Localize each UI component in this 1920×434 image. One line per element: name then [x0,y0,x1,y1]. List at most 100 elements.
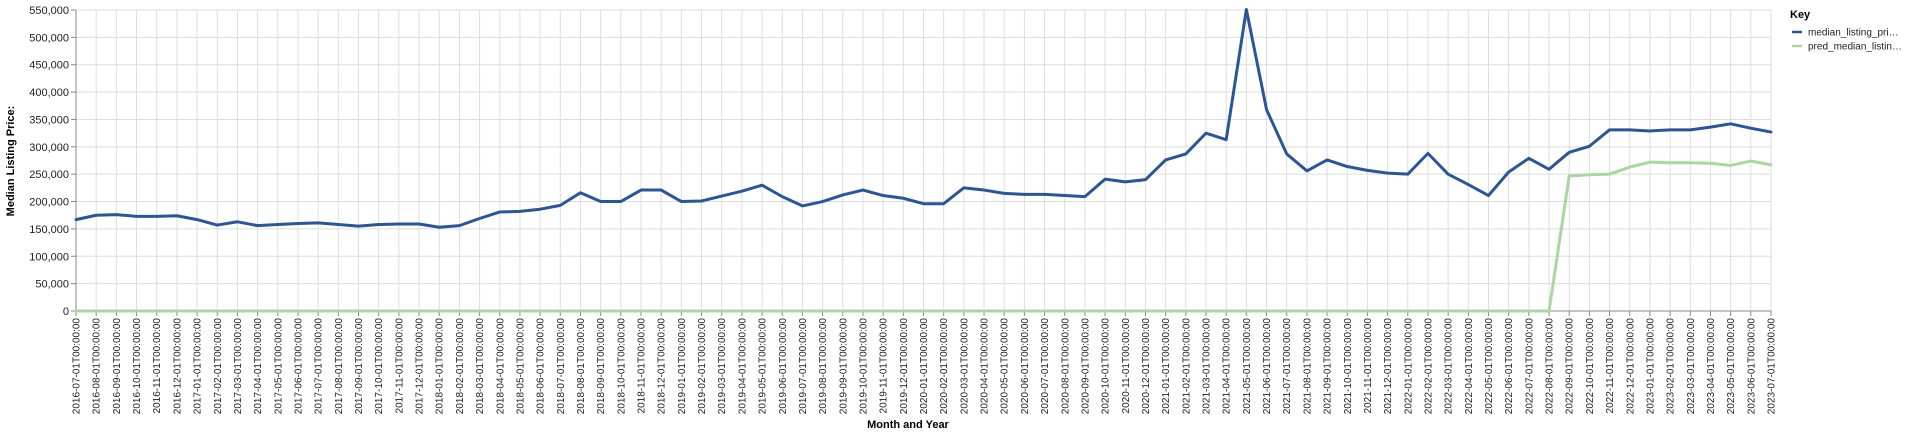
x-tick-label: 2018-06-01T00:00:00 [536,318,547,415]
y-tick-label: 250,000 [29,169,69,181]
x-tick-label: 2019-05-01T00:00:00 [758,318,769,415]
x-tick-label: 2022-10-01T00:00:00 [1585,318,1596,415]
x-tick-label: 2017-03-01T00:00:00 [233,318,244,415]
x-tick-label: 2023-06-01T00:00:00 [1746,318,1757,415]
x-axis-title: Month and Year [867,419,949,431]
x-tick-label: 2018-04-01T00:00:00 [495,318,506,415]
y-tick-label: 450,000 [29,60,69,72]
x-tick-label: 2020-09-01T00:00:00 [1080,318,1091,415]
legend-label: pred_median_listin… [1808,42,1902,53]
x-tick-label: 2019-08-01T00:00:00 [818,318,829,415]
x-tick-label: 2021-08-01T00:00:00 [1302,318,1313,415]
y-axis: 0 50,000 100,000 150,000 200,000 250,000 300,0… [29,5,77,318]
series-line [74,159,1773,313]
x-tick-label: 2017-05-01T00:00:00 [273,318,284,415]
x-tick-label: 2018-03-01T00:00:00 [475,318,486,415]
x-tick-label: 2018-09-01T00:00:00 [596,318,607,415]
y-tick-label: 200,000 [29,197,69,209]
y-tick-label: 400,000 [29,87,69,99]
x-tick-label: 2021-01-01T00:00:00 [1161,318,1172,415]
x-tick-label: 2018-10-01T00:00:00 [616,318,627,415]
y-tick-label: 300,000 [29,142,69,154]
x-tick-label: 2022-06-01T00:00:00 [1504,318,1515,415]
x-tick-label: 2016-11-01T00:00:00 [152,318,163,414]
x-tick-label: 2022-01-01T00:00:00 [1403,318,1414,415]
x-tick-label: 2022-08-01T00:00:00 [1545,318,1556,415]
gridlines [75,9,1772,312]
x-tick-label: 2021-03-01T00:00:00 [1202,318,1213,415]
x-tick-label: 2022-09-01T00:00:00 [1565,318,1576,415]
x-tick-label: 2020-11-01T00:00:00 [1121,318,1132,414]
x-tick-label: 2016-07-01T00:00:00 [72,318,83,415]
x-tick-label: 2017-04-01T00:00:00 [253,318,264,415]
x-tick-label: 2020-06-01T00:00:00 [1020,318,1031,415]
x-tick-label: 2016-10-01T00:00:00 [132,318,143,415]
y-tick-label: 350,000 [29,114,69,126]
x-tick-label: 2018-02-01T00:00:00 [455,318,466,415]
x-tick-label: 2023-01-01T00:00:00 [1645,318,1656,415]
x-tick-label: 2022-05-01T00:00:00 [1484,318,1495,415]
x-axis: 2016-07-01T00:00:00 2016-08-01T00:00:00 20… [72,310,1778,415]
x-tick-label: 2017-09-01T00:00:00 [354,318,365,415]
x-tick-label: 2016-09-01T00:00:00 [112,318,123,415]
x-tick-label: 2019-12-01T00:00:00 [899,318,910,415]
x-tick-label: 2019-03-01T00:00:00 [717,318,728,415]
y-tick-label: 550,000 [29,5,69,17]
x-tick-label: 2017-12-01T00:00:00 [415,318,426,415]
x-tick-label: 2017-07-01T00:00:00 [314,318,325,415]
x-tick-label: 2022-03-01T00:00:00 [1444,318,1455,415]
x-tick-label: 2019-07-01T00:00:00 [798,318,809,415]
x-tick-label: 2017-06-01T00:00:00 [293,318,304,415]
x-tick-label: 2017-08-01T00:00:00 [334,318,345,415]
y-tick-label: 100,000 [29,251,69,263]
x-tick-label: 2020-08-01T00:00:00 [1060,318,1071,415]
x-tick-label: 2022-07-01T00:00:00 [1524,318,1535,415]
x-tick-label: 2019-11-01T00:00:00 [879,318,890,414]
x-tick-label: 2018-01-01T00:00:00 [435,318,446,415]
y-tick-label: 150,000 [29,224,69,236]
x-tick-label: 2023-05-01T00:00:00 [1726,318,1737,415]
x-tick-label: 2018-07-01T00:00:00 [556,318,567,415]
x-tick-label: 2022-12-01T00:00:00 [1625,318,1636,415]
x-tick-label: 2021-10-01T00:00:00 [1343,318,1354,415]
x-tick-label: 2018-12-01T00:00:00 [657,318,668,415]
x-tick-label: 2018-08-01T00:00:00 [576,318,587,415]
x-tick-label: 2017-02-01T00:00:00 [213,318,224,415]
x-tick-label: 2020-05-01T00:00:00 [1000,318,1011,415]
x-tick-label: 2021-05-01T00:00:00 [1242,318,1253,415]
y-tick-label: 500,000 [29,32,69,44]
x-tick-label: 2019-04-01T00:00:00 [737,318,748,415]
x-tick-label: 2021-07-01T00:00:00 [1282,318,1293,415]
x-tick-label: 2018-11-01T00:00:00 [637,318,648,414]
x-tick-label: 2020-01-01T00:00:00 [919,318,930,415]
x-tick-label: 2022-11-01T00:00:00 [1605,318,1616,414]
x-tick-label: 2016-12-01T00:00:00 [172,318,183,415]
x-tick-label: 2019-10-01T00:00:00 [858,318,869,415]
y-tick-label: 50,000 [35,279,69,291]
x-tick-label: 2017-10-01T00:00:00 [374,318,385,415]
x-tick-label: 2022-02-01T00:00:00 [1423,318,1434,415]
legend-label: median_listing_pri… [1808,28,1899,39]
x-tick-label: 2023-07-01T00:00:00 [1767,318,1778,415]
x-tick-label: 2020-03-01T00:00:00 [959,318,970,415]
x-tick-label: 2021-06-01T00:00:00 [1262,318,1273,415]
x-tick-label: 2021-02-01T00:00:00 [1181,318,1192,415]
x-tick-label: 2017-01-01T00:00:00 [193,318,204,415]
x-tick-label: 2020-10-01T00:00:00 [1101,318,1112,415]
x-tick-label: 2021-12-01T00:00:00 [1383,318,1394,415]
x-tick-label: 2016-08-01T00:00:00 [92,318,103,415]
x-tick-label: 2022-04-01T00:00:00 [1464,318,1475,415]
x-tick-label: 2020-04-01T00:00:00 [980,318,991,415]
x-tick-label: 2023-02-01T00:00:00 [1666,318,1677,415]
legend-title: Key [1790,9,1811,21]
x-tick-label: 2019-01-01T00:00:00 [677,318,688,415]
x-tick-label: 2020-02-01T00:00:00 [939,318,950,415]
x-tick-label: 2019-06-01T00:00:00 [778,318,789,415]
x-tick-label: 2019-09-01T00:00:00 [838,318,849,415]
x-tick-label: 2017-11-01T00:00:00 [394,318,405,414]
x-tick-label: 2023-04-01T00:00:00 [1706,318,1717,415]
x-tick-label: 2023-03-01T00:00:00 [1686,318,1697,415]
x-tick-label: 2021-04-01T00:00:00 [1222,318,1233,415]
y-tick-label: 0 [63,306,69,318]
